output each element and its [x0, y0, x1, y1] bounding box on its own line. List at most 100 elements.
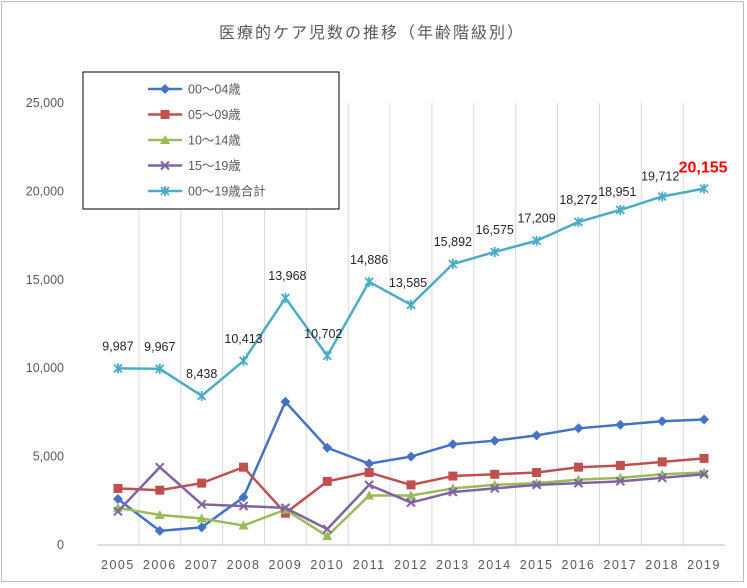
legend-item: 00～19歳合計 — [148, 184, 266, 199]
legend-item: 10～14歳 — [148, 134, 241, 148]
legend-marker — [160, 84, 170, 94]
data-label: 10,413 — [224, 332, 262, 346]
data-label: 13,585 — [389, 276, 427, 290]
data-point — [657, 191, 667, 202]
data-point — [113, 363, 123, 374]
x-tick-label: 2019 — [687, 558, 721, 572]
data-point — [364, 276, 374, 287]
x-tick-label: 2018 — [645, 558, 679, 572]
data-point — [239, 462, 249, 472]
series-2 — [113, 453, 709, 518]
x-axis-ticks: 2005 2006 2007 2008 2009 2010 2011 2012 2013 2014… — [101, 558, 721, 572]
series-1 — [112, 396, 710, 536]
data-point — [113, 506, 123, 517]
data-label: 18,272 — [559, 193, 597, 207]
grid-lines — [138, 103, 684, 545]
data-point — [154, 509, 165, 519]
legend-marker — [160, 160, 170, 171]
x-tick-label: 2017 — [603, 558, 637, 572]
data-point — [197, 478, 207, 488]
data-point — [238, 492, 249, 503]
data-point — [531, 480, 542, 490]
chart-title: 医療的ケア児数の推移（年齢階級別） — [219, 24, 525, 42]
y-tick-label: 15,000 — [26, 273, 64, 287]
data-point — [322, 524, 332, 534]
data-point — [280, 503, 291, 513]
y-tick-label: 5,000 — [33, 450, 64, 464]
series-5 — [113, 183, 709, 401]
data-point — [657, 457, 667, 467]
data-point — [322, 442, 333, 453]
data-label: 10,702 — [304, 327, 342, 341]
data-point — [322, 476, 332, 486]
legend-box — [82, 71, 340, 210]
data-point — [364, 490, 375, 500]
data-point — [573, 478, 584, 488]
data-label: 14,886 — [350, 253, 388, 267]
legend-marker — [160, 135, 170, 144]
data-point — [154, 525, 165, 536]
series-group — [112, 183, 710, 541]
legend-label: 05～09歳 — [188, 108, 241, 122]
data-point — [238, 520, 249, 530]
data-point — [532, 468, 542, 478]
data-point — [238, 501, 249, 511]
data-point — [615, 476, 626, 487]
data-point — [490, 469, 500, 479]
data-point — [322, 531, 333, 541]
data-point — [615, 204, 625, 215]
data-point — [196, 499, 207, 510]
legend-item: 00～04歳 — [148, 83, 241, 97]
data-point — [489, 435, 500, 446]
data-point — [155, 462, 165, 472]
y-tick-label: 0 — [57, 538, 64, 552]
data-point — [280, 396, 291, 407]
x-tick-label: 2006 — [143, 558, 177, 572]
data-label: 18,951 — [598, 185, 636, 199]
data-point — [322, 350, 332, 361]
data-point — [615, 419, 626, 430]
data-point — [615, 460, 625, 470]
legend-label: 00～04歳 — [188, 83, 241, 97]
x-tick-label: 2015 — [520, 558, 554, 572]
data-point — [447, 439, 458, 450]
data-point — [196, 513, 207, 523]
x-tick-label: 2010 — [310, 558, 344, 572]
legend-label: 00～19歳合計 — [188, 184, 266, 199]
data-labels: 9,987 9,9678,43810,41313,96810,70214,8861… — [102, 160, 727, 381]
data-label: 16,575 — [476, 223, 514, 237]
x-tick-label: 2012 — [394, 558, 428, 572]
data-point — [699, 414, 710, 425]
data-point — [657, 473, 667, 483]
legend-label: 15～19歳 — [188, 159, 241, 173]
x-tick-label: 2016 — [562, 558, 596, 572]
data-label: 8,438 — [186, 367, 217, 381]
data-point — [699, 453, 709, 463]
data-label: 9,987 — [102, 339, 133, 353]
data-point — [112, 494, 123, 505]
data-point — [238, 355, 249, 366]
data-point — [531, 430, 542, 441]
data-point — [699, 469, 709, 479]
x-tick-label: 2014 — [478, 558, 512, 572]
y-axis-ticks: 0 5,000 10,000 15,000 20,000 25,000 — [26, 96, 64, 552]
data-point — [406, 480, 416, 490]
data-point — [573, 216, 584, 227]
series-4 — [113, 462, 709, 534]
x-tick-label: 2008 — [227, 558, 261, 572]
data-point — [364, 468, 374, 478]
data-label: 13,968 — [268, 269, 306, 283]
x-tick-label: 2011 — [353, 558, 386, 572]
data-point — [406, 299, 416, 310]
series-line — [117, 187, 705, 398]
data-point — [573, 423, 584, 434]
y-tick-label: 25,000 — [26, 96, 64, 110]
data-point — [448, 471, 458, 481]
data-point — [531, 235, 542, 246]
data-point — [280, 293, 291, 304]
data-point — [197, 390, 207, 401]
data-point — [490, 483, 500, 494]
x-tick-label: 2005 — [101, 558, 135, 572]
